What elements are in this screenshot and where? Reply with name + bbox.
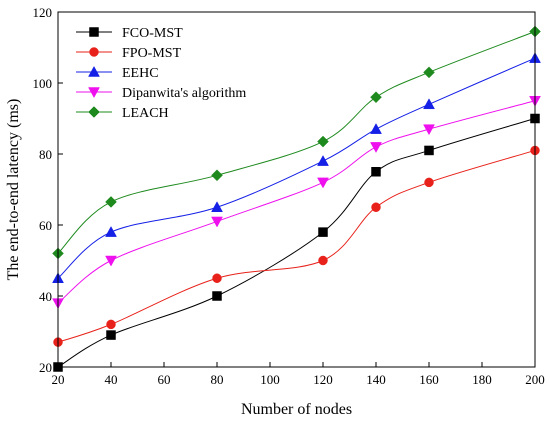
x-tick-label: 160 — [419, 372, 439, 387]
data-point — [424, 177, 434, 188]
legend-marker — [88, 65, 100, 77]
series-fpo-mst — [53, 145, 540, 347]
legend-label: FPO-MST — [122, 46, 182, 61]
data-point — [423, 98, 435, 110]
data-point — [106, 319, 116, 330]
plot-frame — [57, 11, 536, 368]
data-point — [317, 135, 329, 148]
x-tick-label: 140 — [366, 372, 386, 387]
legend-label: FCO-MST — [122, 26, 183, 41]
legend-item: LEACH — [76, 106, 169, 121]
x-tick-label: 40 — [105, 372, 118, 387]
legend-marker — [89, 47, 99, 57]
data-point — [318, 255, 328, 266]
legend-item: Dipanwita's algorithm — [76, 86, 246, 101]
data-point — [423, 124, 435, 136]
legend-item: FCO-MST — [76, 26, 183, 41]
data-point — [106, 330, 116, 340]
y-tick-label: 80 — [39, 147, 52, 162]
legend-label: LEACH — [122, 106, 169, 121]
legend-background — [72, 16, 277, 130]
x-tick-label: 80 — [211, 372, 224, 387]
data-point — [318, 227, 328, 237]
ticks-layer: 20 40 60 80 100 120 140 160 180 200 20 40 60 80 100 120 — [33, 5, 545, 387]
data-point — [371, 202, 381, 212]
data-point — [424, 145, 434, 156]
x-axis-title: Number of nodes — [241, 401, 352, 418]
data-point — [105, 196, 117, 208]
series-line — [57, 118, 536, 368]
y-tick-label: 100 — [33, 76, 53, 91]
data-point — [212, 291, 222, 301]
series-line — [57, 149, 536, 343]
data-point — [211, 201, 223, 212]
data-point — [212, 273, 222, 283]
y-tick-label: 40 — [39, 289, 52, 304]
legend-marker — [88, 106, 100, 118]
data-point — [317, 177, 329, 189]
data-point — [423, 66, 435, 79]
data-point — [370, 123, 382, 134]
data-point — [105, 226, 117, 237]
legend-marker — [88, 87, 100, 99]
x-tick-label: 180 — [472, 372, 492, 387]
data-point — [105, 255, 117, 267]
data-point — [211, 216, 223, 228]
series-dipanwita-s-algorithm — [52, 96, 541, 310]
x-tick-label: 200 — [525, 372, 545, 387]
legend-label: EEHC — [122, 66, 159, 81]
legend-marker — [89, 27, 99, 37]
series-leach — [52, 25, 541, 260]
y-tick-label: 20 — [39, 360, 52, 375]
legend-item: EEHC — [76, 65, 159, 81]
data-point — [371, 167, 381, 177]
legend: FCO-MST FPO-MST EEHC Dipanwita's algorithm L… — [72, 16, 277, 130]
data-point — [370, 91, 382, 104]
legend-item: FPO-MST — [76, 46, 182, 61]
x-tick-label: 100 — [260, 372, 280, 387]
data-point — [317, 155, 329, 166]
series-eehc — [52, 52, 541, 283]
legend-label: Dipanwita's algorithm — [122, 86, 246, 101]
x-tick-label: 20 — [52, 372, 65, 387]
y-tick-label: 60 — [39, 218, 52, 233]
x-tick-label: 120 — [313, 372, 333, 387]
y-axis-title: The end-to-end latency (ms) — [5, 99, 22, 281]
x-tick-label: 60 — [158, 372, 171, 387]
y-tick-label: 120 — [33, 5, 53, 20]
series-line — [57, 100, 536, 304]
data-point — [370, 142, 382, 153]
data-point — [211, 169, 223, 182]
